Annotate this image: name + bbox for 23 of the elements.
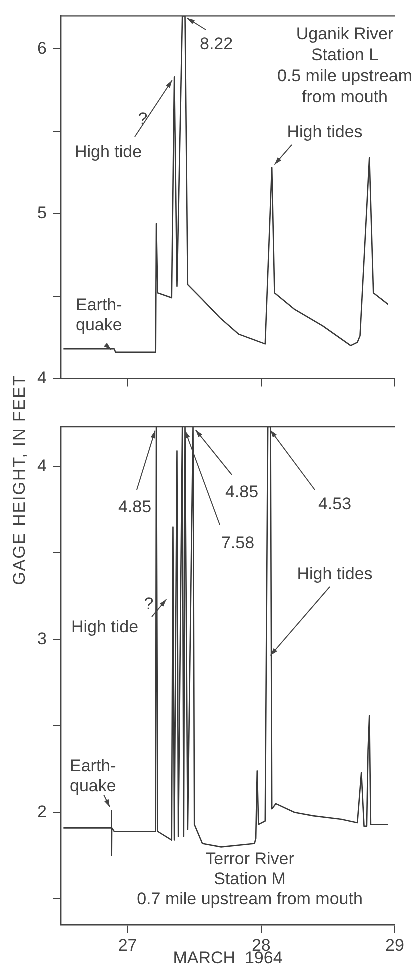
y-tick-label: 5 (38, 204, 47, 223)
annotation: High tide (71, 618, 139, 637)
annotation: Earth- quake (70, 756, 116, 796)
y-tick-label: 4 (38, 368, 47, 388)
annotation: High tides (287, 122, 363, 142)
annotation: ? (144, 594, 154, 614)
y-tick-label: 3 (38, 629, 47, 648)
x-tick-label: 29 (386, 936, 404, 955)
y-axis-title: GAGE HEIGHT, IN FEET (10, 374, 30, 586)
annotation: High tide (75, 142, 142, 162)
y-tick-label: 6 (38, 38, 47, 58)
annotation: 8.22 (200, 34, 234, 54)
text: Terror River Station M 0.7 mile upstream from mouth (137, 850, 363, 909)
annotation: High tides (297, 564, 373, 584)
annotation: Earth- quake (76, 296, 122, 335)
y-tick-label: 4 (38, 456, 47, 476)
y-tick-label: 2 (38, 802, 47, 822)
annotation: 4.85 (118, 498, 152, 517)
annotation: ? (138, 110, 148, 129)
x-tick-label: 27 (118, 936, 138, 955)
annotation: 4.53 (318, 494, 352, 514)
annotation: 7.58 (221, 534, 255, 553)
annotation: 4.85 (225, 482, 259, 502)
